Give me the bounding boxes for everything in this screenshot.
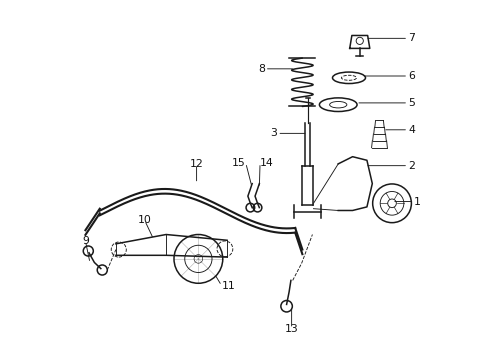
Text: 1: 1 xyxy=(414,197,420,207)
Text: 11: 11 xyxy=(221,281,235,291)
Text: 4: 4 xyxy=(408,125,415,135)
Text: 13: 13 xyxy=(285,324,298,334)
Text: 2: 2 xyxy=(408,161,415,171)
Text: 8: 8 xyxy=(258,64,265,74)
Text: 7: 7 xyxy=(408,33,415,43)
Text: 9: 9 xyxy=(82,236,89,246)
Text: 12: 12 xyxy=(190,159,203,169)
Text: 5: 5 xyxy=(408,98,415,108)
Circle shape xyxy=(388,199,396,208)
Text: 15: 15 xyxy=(232,158,245,168)
Text: 6: 6 xyxy=(408,71,415,81)
Text: 3: 3 xyxy=(270,129,277,138)
Text: 14: 14 xyxy=(260,158,274,168)
Text: 10: 10 xyxy=(138,215,151,225)
